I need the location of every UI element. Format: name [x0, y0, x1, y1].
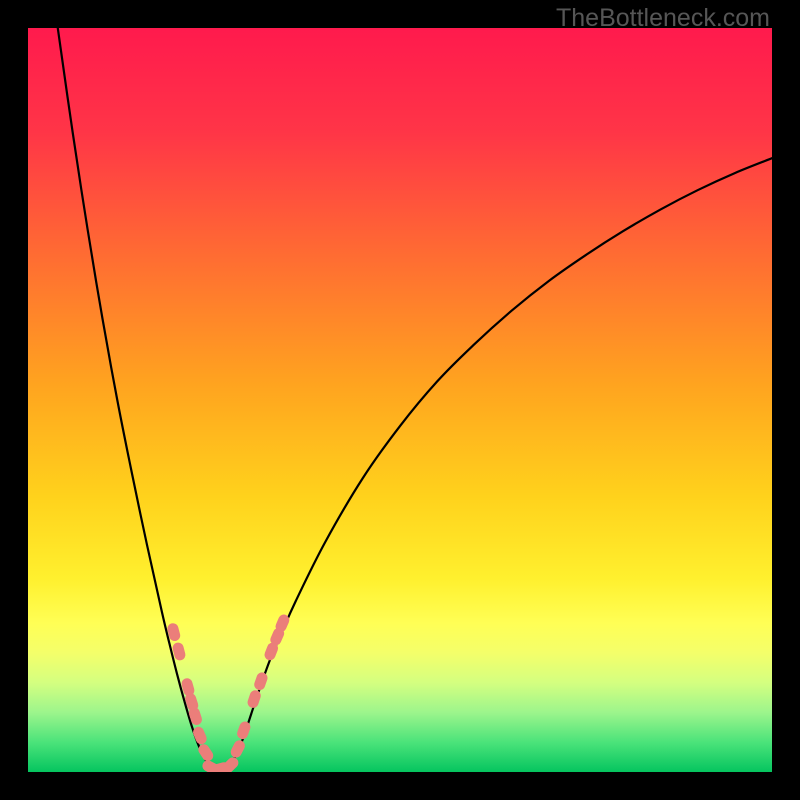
- curve-marker: [247, 689, 262, 708]
- chart-frame: TheBottleneck.com: [0, 0, 800, 800]
- bottleneck-curve: [58, 28, 772, 770]
- curve-layer: [28, 28, 772, 772]
- plot-area: [28, 28, 772, 772]
- curve-marker: [172, 642, 186, 661]
- curve-marker: [229, 739, 246, 759]
- watermark-text: TheBottleneck.com: [556, 4, 770, 33]
- curve-marker: [192, 726, 208, 746]
- curve-marker: [253, 672, 268, 691]
- curve-marker: [236, 721, 251, 740]
